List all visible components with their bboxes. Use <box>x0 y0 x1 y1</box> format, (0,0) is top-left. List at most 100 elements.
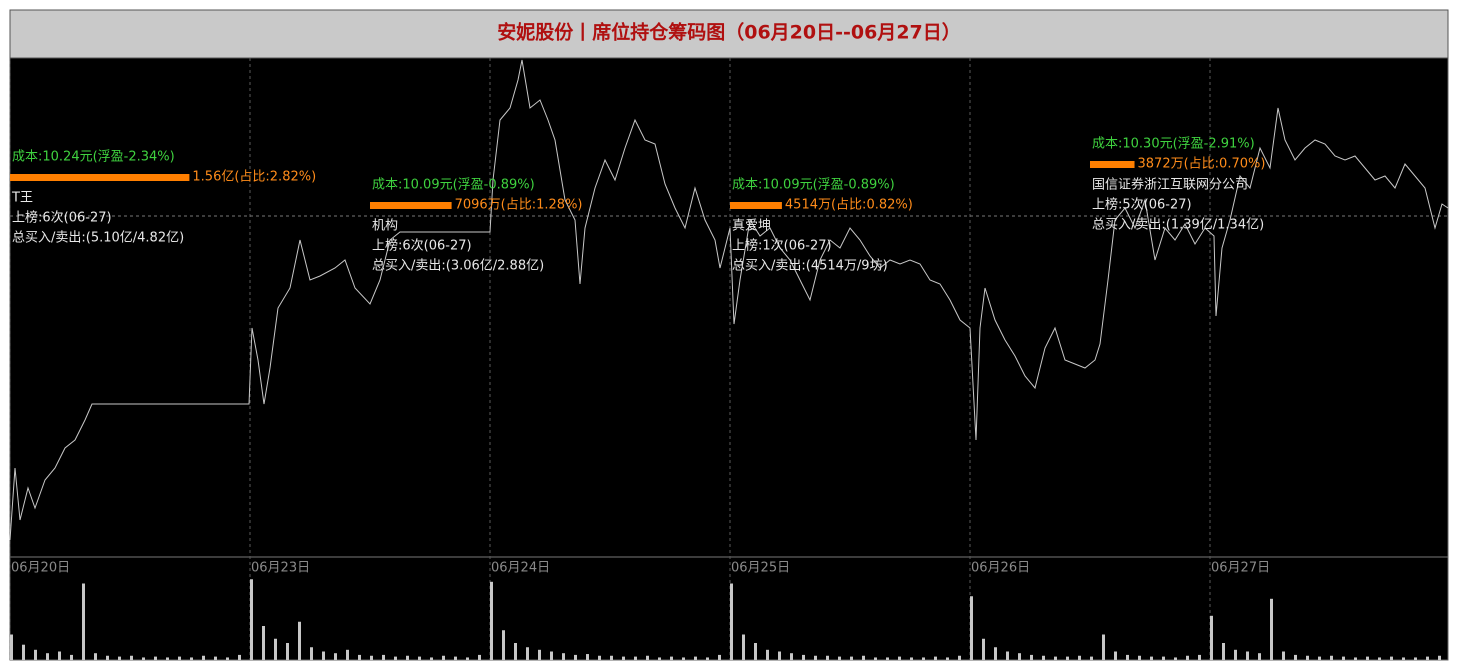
volume-bar <box>586 654 589 660</box>
x-tick-label: 06月27日 <box>1211 561 1270 576</box>
chart-title: 安妮股份丨席位持仓筹码图（06月20日--06月27日） <box>497 21 961 44</box>
volume-bar <box>1270 598 1273 660</box>
amount-label: 4514万(占比:0.82%) <box>785 198 913 213</box>
volume-bar <box>1318 656 1321 660</box>
volume-bar <box>1402 657 1405 660</box>
volume-bar <box>1330 655 1333 660</box>
total-label: 总买入/卖出:(5.10亿/4.82亿) <box>12 231 184 246</box>
volume-bar <box>1174 657 1177 660</box>
volume-bar <box>346 649 349 660</box>
volume-bar <box>622 656 625 660</box>
volume-bar <box>790 653 793 660</box>
volume-bar <box>1258 653 1261 660</box>
x-tick-label: 06月26日 <box>971 561 1030 576</box>
volume-bar <box>466 657 469 660</box>
volume-bar <box>298 621 301 660</box>
volume-bar <box>730 583 733 660</box>
total-label: 总买入/卖出:(4514万/9坊) <box>732 259 888 274</box>
volume-bar <box>394 656 397 660</box>
volume-bar <box>238 654 241 660</box>
holding-bar <box>10 174 190 181</box>
volume-bar <box>310 647 313 660</box>
volume-bar <box>334 653 337 660</box>
amount-label: 3872万(占比:0.70%) <box>1138 157 1266 172</box>
volume-bar <box>262 626 265 660</box>
volume-bar <box>1102 634 1105 660</box>
volume-bar <box>766 649 769 660</box>
cost-label: 成本:10.09元(浮盈-0.89%) <box>372 178 535 193</box>
volume-bar <box>886 657 889 660</box>
volume-bar <box>106 655 109 660</box>
volume-bar <box>46 653 49 660</box>
cost-label: 成本:10.09元(浮盈-0.89%) <box>732 178 895 193</box>
volume-bar <box>634 656 637 660</box>
holding-bar <box>730 202 782 209</box>
volume-bar <box>934 656 937 660</box>
volume-bar <box>1054 656 1057 660</box>
rank-label: 上榜:6次(06-27) <box>12 210 112 226</box>
amount-label: 7096万(占比:1.28%) <box>455 198 583 213</box>
volume-bar <box>718 654 721 660</box>
volume-bar <box>1378 657 1381 660</box>
volume-bar <box>538 649 541 660</box>
seat-name: 机构 <box>372 219 398 234</box>
volume-bar <box>874 657 877 660</box>
volume-bar <box>1210 615 1213 660</box>
volume-bar <box>802 654 805 660</box>
volume-bar <box>562 653 565 660</box>
volume-bar <box>226 657 229 660</box>
volume-bar <box>250 579 253 660</box>
volume-bar <box>850 656 853 660</box>
volume-bar <box>178 656 181 660</box>
volume-bar <box>598 655 601 660</box>
volume-bar <box>1030 654 1033 660</box>
volume-bar <box>694 656 697 660</box>
volume-bar <box>322 651 325 660</box>
volume-bar <box>514 643 517 660</box>
volume-bar <box>1006 651 1009 660</box>
price-line <box>9 59 1449 541</box>
volume-bar <box>610 655 613 660</box>
volume-bar <box>10 634 13 660</box>
title-bar <box>9 9 1449 59</box>
amount-label: 1.56亿(占比:2.82%) <box>192 170 316 185</box>
volume-bar <box>910 657 913 660</box>
volume-bar <box>550 651 553 660</box>
cost-label: 成本:10.30元(浮盈-2.91%) <box>1092 137 1255 152</box>
volume-bar <box>94 653 97 660</box>
volume-bar <box>154 656 157 660</box>
seat-name: T王 <box>11 191 33 206</box>
volume-bar <box>190 657 193 660</box>
volume-bar <box>442 655 445 660</box>
volume-bar <box>862 655 865 660</box>
volume-bar <box>814 655 817 660</box>
volume-bar <box>658 657 661 660</box>
seat-name: 真爱坤 <box>732 219 771 234</box>
x-tick-label: 06月23日 <box>251 561 310 576</box>
volume-bar <box>1294 654 1297 660</box>
volume-bar <box>1042 655 1045 660</box>
x-tick-label: 06月25日 <box>731 561 790 576</box>
volume-bar <box>82 583 85 660</box>
volume-bar <box>1198 654 1201 660</box>
volume-bar <box>130 655 133 660</box>
volume-bar <box>670 656 673 660</box>
volume-bar <box>502 630 505 660</box>
volume-bar <box>1342 656 1345 660</box>
volume-bar <box>1222 643 1225 660</box>
volume-bar <box>742 634 745 660</box>
volume-bar <box>982 638 985 660</box>
x-tick-label: 06月24日 <box>491 561 550 576</box>
volume-bar <box>22 644 25 660</box>
volume-bar <box>574 654 577 660</box>
volume-bar <box>1438 655 1441 660</box>
volume-bar <box>214 656 217 660</box>
volume-bar <box>1354 657 1357 660</box>
volume-bar <box>778 651 781 660</box>
volume-bar <box>958 655 961 660</box>
volume-bar <box>406 655 409 660</box>
volume-bar <box>418 656 421 660</box>
rank-label: 上榜:1次(06-27) <box>732 238 832 254</box>
volume-bar <box>1390 656 1393 660</box>
